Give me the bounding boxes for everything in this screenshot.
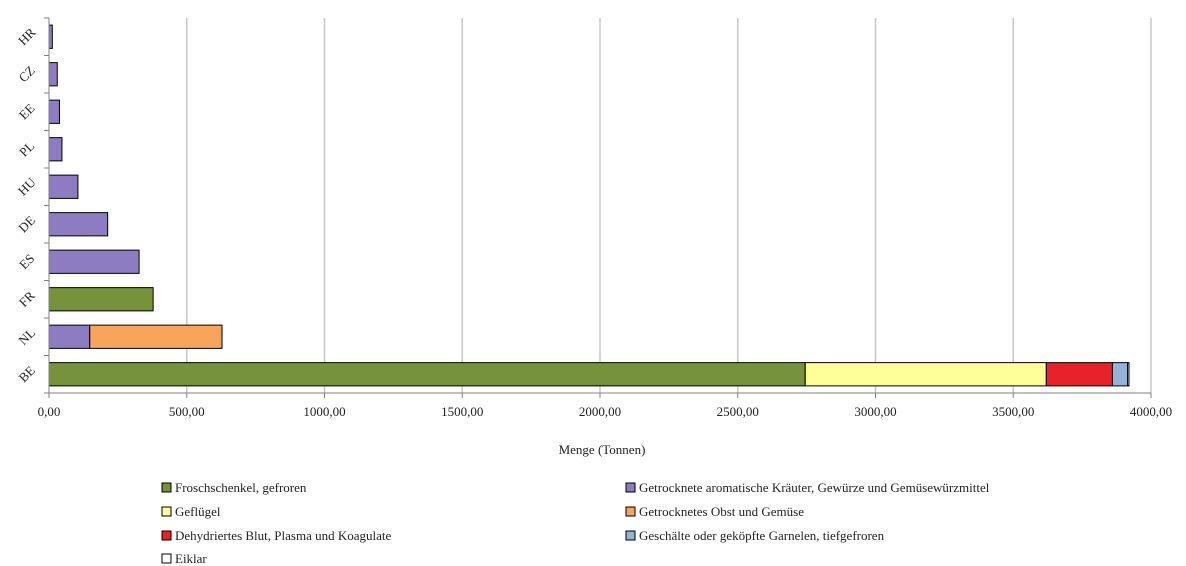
bar-be-series-2 — [804, 362, 1047, 387]
legend-label: Froschschenkel, gefroren — [175, 480, 307, 495]
x-tick-label: 4000,00 — [1130, 404, 1172, 419]
bar-nl-series-3 — [89, 324, 223, 349]
axes — [44, 17, 1152, 398]
bar-pl-series-1 — [48, 137, 63, 162]
legend-swatch — [625, 530, 636, 541]
y-tick-label: FR — [16, 288, 38, 310]
legend-swatch — [161, 482, 172, 493]
legend-label: Getrocknete aromatische Kräuter, Gewürze… — [639, 480, 990, 495]
x-tick-label: 2000,00 — [579, 404, 621, 419]
y-tick-label: NL — [15, 325, 38, 348]
bars — [48, 24, 1130, 387]
gridlines — [186, 18, 1152, 393]
legend-label: Eiklar — [175, 551, 207, 566]
x-tick-label: 1500,00 — [441, 404, 483, 419]
bar-be-series-0 — [48, 362, 806, 387]
legend-label: Geflügel — [175, 504, 221, 519]
y-tick-label: HU — [15, 174, 39, 198]
y-tick-label: ES — [16, 251, 37, 272]
legend-swatch — [161, 530, 172, 541]
y-tick-label: HR — [15, 24, 39, 48]
x-tick-labels: 0,00 500,00 1000,00 1500,00 2000,00 2500,00 30… — [38, 404, 1173, 419]
y-tick-label: DE — [15, 212, 38, 235]
bar-be-series-6 — [1127, 362, 1130, 387]
y-tick-label: CZ — [15, 63, 37, 85]
legend-label: Getrocknetes Obst und Gemüse — [639, 504, 804, 519]
y-tick-label: BE — [15, 363, 37, 385]
x-tick-label: 1000,00 — [303, 404, 345, 419]
bar-be-series-5 — [1111, 362, 1129, 387]
x-tick-label: 3500,00 — [992, 404, 1034, 419]
y-tick-label: EE — [16, 100, 38, 122]
bar-nl-series-1 — [48, 324, 91, 349]
x-tick-label: 500,00 — [169, 404, 205, 419]
legend-swatch — [625, 482, 636, 493]
legend-label: Geschälte oder geköpfte Garnelen, tiefge… — [639, 528, 885, 543]
legend-swatch — [161, 506, 172, 517]
x-tick-label: 2500,00 — [717, 404, 759, 419]
bar-hu-series-1 — [48, 174, 79, 199]
x-tick-label: 0,00 — [38, 404, 61, 419]
bar-de-series-1 — [48, 212, 109, 237]
y-tick-label: PL — [16, 138, 37, 159]
legend-label: Dehydriertes Blut, Plasma und Koagulate — [175, 528, 391, 543]
legend-swatch — [161, 553, 172, 564]
legend-swatch — [625, 506, 636, 517]
x-tick-label: 3000,00 — [854, 404, 896, 419]
y-tick-labels: BE NL FR ES DE HU PL EE CZ HR — [15, 24, 39, 385]
bar-fr-series-0 — [48, 287, 154, 312]
bar-es-series-1 — [48, 249, 140, 274]
x-axis-title: Menge (Tonnen) — [559, 442, 646, 457]
bar-be-series-4 — [1045, 362, 1113, 387]
bar-cz-series-1 — [48, 62, 58, 87]
legend: Froschschenkel, gefroren Getrocknete arom… — [161, 480, 990, 566]
bar-ee-series-1 — [48, 99, 60, 124]
